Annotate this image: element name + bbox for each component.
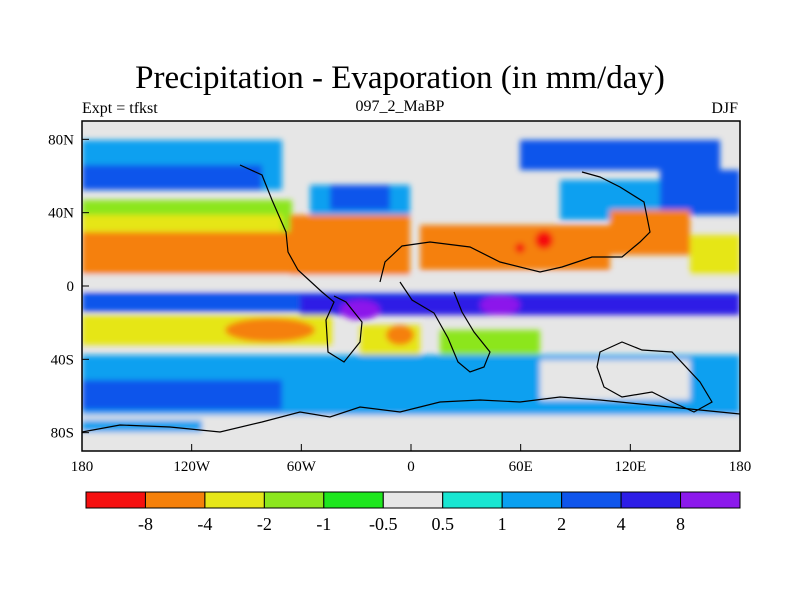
colorbar-box	[85, 491, 146, 509]
south-atlantic-dry	[386, 325, 414, 345]
lat-tick-label: 80S	[51, 426, 74, 442]
lat-tick-label: 40S	[51, 352, 74, 368]
colorbar-label: -0.5	[369, 514, 398, 534]
itcz-max-2	[480, 295, 520, 315]
colorbar-box	[680, 491, 741, 509]
colorbar-label: -2	[257, 514, 272, 534]
coastlines	[82, 164, 740, 433]
colorbar-box	[144, 491, 206, 509]
north-atlantic-core	[330, 185, 390, 210]
north-pacific-core	[82, 165, 262, 190]
southern-ocean-core	[82, 380, 282, 410]
colorbar-label: 8	[676, 514, 685, 534]
colorbar-label: 4	[617, 514, 626, 534]
east-pacific-yellow	[690, 235, 740, 275]
map-field	[82, 121, 740, 451]
africa-coast	[399, 281, 491, 373]
itcz-max-1	[340, 300, 380, 320]
lat-tick-label: 0	[67, 279, 75, 295]
antarctica-coast	[82, 396, 740, 433]
lon-tick-label: 180	[71, 459, 94, 475]
colorbar-label: -1	[316, 514, 331, 534]
north-subtropic-yellow	[82, 215, 282, 235]
colorbar-label: -4	[197, 514, 212, 534]
colorbar-box	[620, 491, 682, 509]
lon-tick-label: 120E	[614, 459, 646, 475]
north-asia-band	[520, 140, 720, 170]
colorbar-box	[382, 491, 444, 509]
lon-tick-label: 60E	[509, 459, 533, 475]
south-indian-green	[440, 330, 540, 355]
south-pacific-dry	[225, 318, 315, 342]
lon-tick-label: 120W	[173, 459, 211, 475]
colorbar-boxes	[85, 491, 741, 509]
east-asia-band	[660, 170, 740, 215]
season-label: DJF	[711, 100, 738, 117]
colorbar-box	[561, 491, 622, 509]
lon-tick-label: 180	[729, 459, 752, 475]
lat-tick-label: 80N	[48, 132, 74, 148]
lon-tick-label: 0	[407, 459, 415, 475]
americas-coast	[239, 164, 363, 363]
latitude-ticks: 80N 40N 0 40S 80S	[48, 132, 89, 442]
colorbar-box	[263, 491, 325, 509]
colorbar-box	[501, 491, 563, 509]
plot-title: Precipitation - Evaporation (in mm/day)	[135, 60, 665, 96]
colorbar-label: 0.5	[431, 514, 454, 534]
sahara-arabia-dry	[420, 225, 610, 270]
period-label: 097_2_MaBP	[355, 98, 445, 115]
north-atlantic-dry	[290, 215, 410, 275]
colorbar-box	[323, 491, 384, 509]
colorbar-label: 1	[498, 514, 507, 534]
eurasia-coast	[379, 171, 651, 283]
australia-coast	[596, 341, 713, 413]
equator-gap	[82, 276, 740, 290]
dry-max-1	[535, 231, 553, 249]
colorbar-box	[204, 491, 265, 509]
colorbar-labels: -8 -4 -2 -1 -0.5 0.5 1 2 4 8	[138, 514, 685, 534]
experiment-label: Expt = tfkst	[82, 100, 158, 117]
lat-tick-label: 40N	[48, 206, 74, 222]
longitude-ticks: 180 120W 60W 0 60E 120E 180	[71, 444, 752, 475]
lon-tick-label: 60W	[287, 459, 317, 475]
colorbar-box	[442, 491, 503, 509]
north-pacific-dry	[82, 232, 302, 274]
colorbar-label: -8	[138, 514, 153, 534]
dry-max-2	[515, 243, 525, 253]
colorbar-label: 2	[557, 514, 566, 534]
